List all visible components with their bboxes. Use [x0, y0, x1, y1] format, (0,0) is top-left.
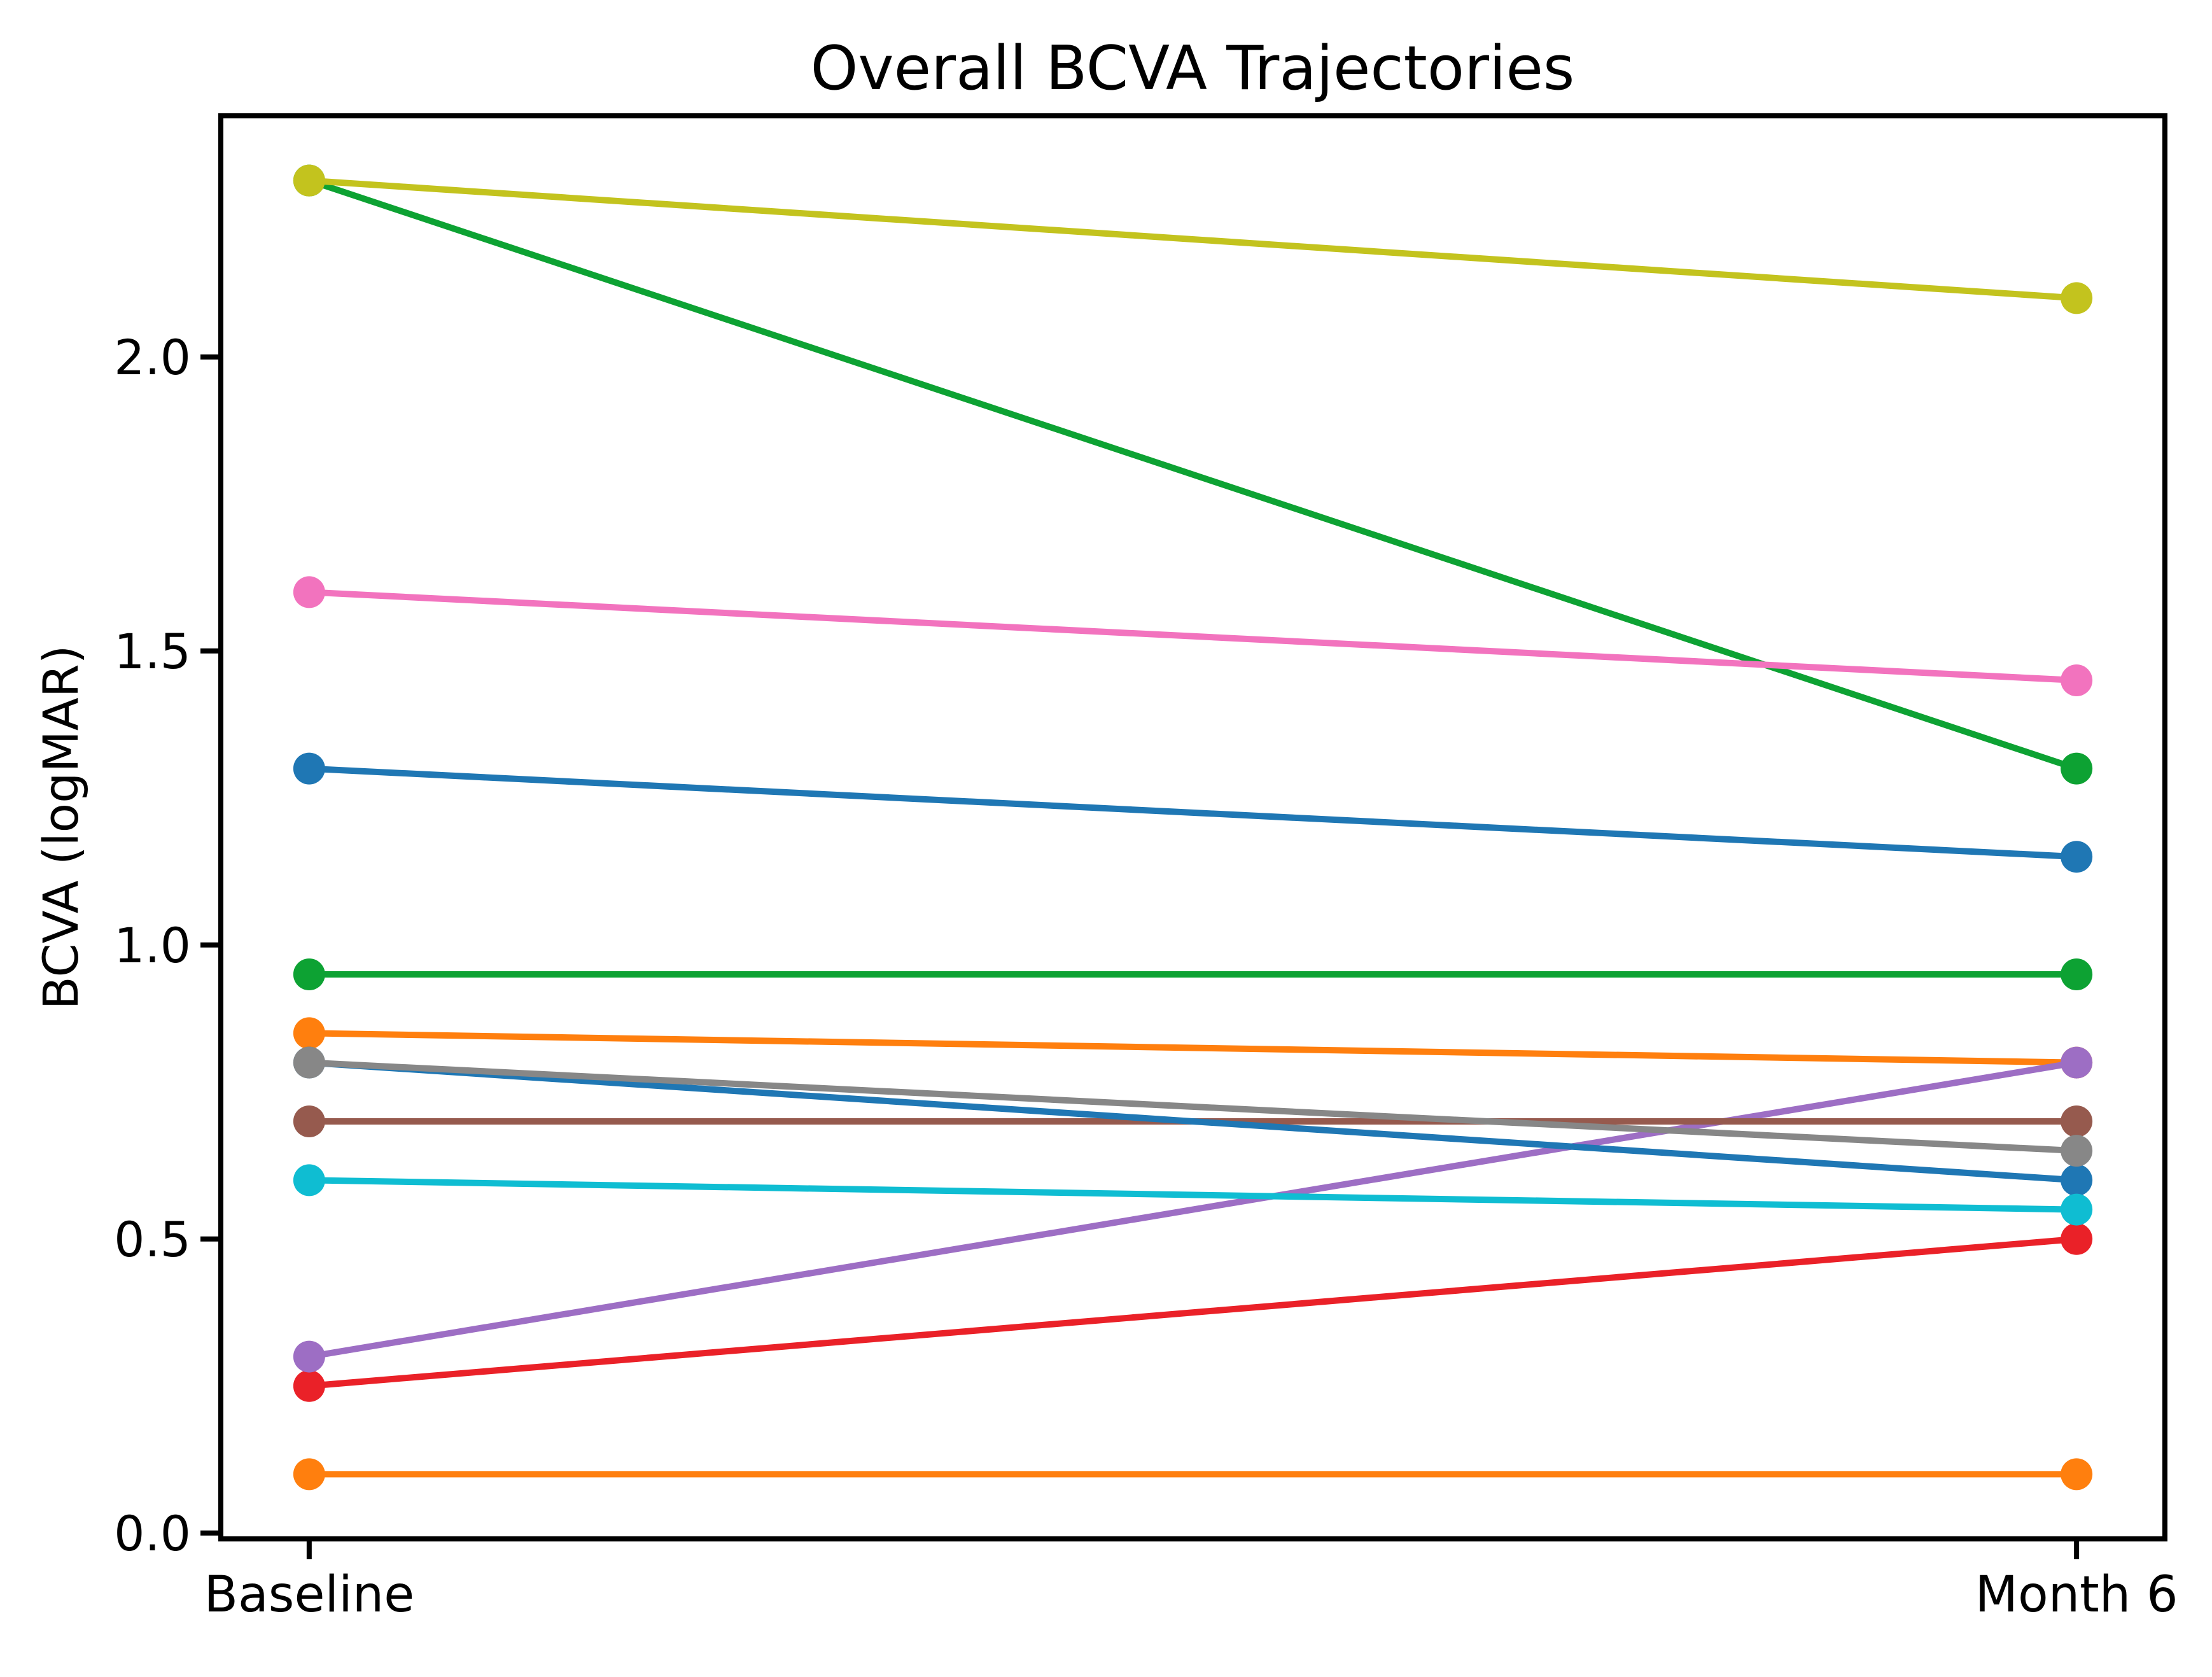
trajectory-marker-trajectory-01-blue: [293, 752, 325, 785]
trajectory-marker-trajectory-12-orange: [2061, 1458, 2093, 1491]
y-tick-label: 1.0: [114, 917, 191, 974]
y-tick-label: 2.0: [114, 329, 191, 386]
trajectory-marker-trajectory-03-green: [2061, 752, 2093, 785]
trajectory-marker-trajectory-02-orange: [293, 1017, 325, 1049]
plot-area: [221, 116, 2165, 1539]
trajectory-line-trajectory-01-blue: [309, 765, 2077, 860]
x-axis-ticks: Baseline Month 6: [204, 1539, 2178, 1624]
trajectory-line-trajectory-09-gray: [309, 1059, 2077, 1154]
trajectory-line-trajectory-10-olive: [309, 177, 2077, 302]
trajectory-marker-trajectory-13-green: [293, 958, 325, 990]
series-layer: [293, 164, 2093, 1491]
trajectory-line-trajectory-07-pink: [309, 589, 2077, 684]
trajectory-marker-trajectory-05-purple: [293, 1340, 325, 1373]
trajectory-marker-trajectory-04-red: [293, 1370, 325, 1402]
chart-title: Overall BCVA Trajectories: [811, 34, 1575, 104]
trajectory-line-trajectory-04-red: [309, 1235, 2077, 1389]
trajectory-marker-trajectory-12-orange: [293, 1458, 325, 1491]
axes-frame: [218, 113, 2167, 1541]
trajectory-marker-trajectory-10-olive: [293, 164, 325, 197]
trajectory-line-trajectory-11-cyan: [309, 1177, 2077, 1213]
trajectory-marker-trajectory-08-blue: [2061, 1164, 2093, 1196]
trajectory-line-trajectory-03-green: [308, 177, 2078, 772]
trajectory-marker-trajectory-10-olive: [2061, 282, 2093, 314]
trajectory-marker-trajectory-07-pink: [293, 576, 325, 608]
y-tick-label: 0.0: [114, 1505, 191, 1562]
trajectory-marker-trajectory-09-gray: [293, 1046, 325, 1079]
y-tick-label: 1.5: [114, 623, 191, 680]
trajectory-marker-trajectory-09-gray: [2061, 1135, 2093, 1167]
trajectory-line-trajectory-08-blue: [309, 1059, 2077, 1184]
trajectory-marker-trajectory-07-pink: [2061, 664, 2093, 697]
trajectory-line-trajectory-02-orange: [309, 1030, 2077, 1066]
x-tick-label: Month 6: [1975, 1566, 2178, 1624]
trajectory-marker-trajectory-01-blue: [2061, 841, 2093, 873]
y-axis-label: BCVA (logMAR): [32, 645, 89, 1010]
x-tick-label: Baseline: [204, 1566, 415, 1624]
trajectory-marker-trajectory-13-green: [2061, 958, 2093, 990]
trajectory-line-trajectory-05-purple: [309, 1059, 2077, 1360]
trajectory-marker-trajectory-11-cyan: [2061, 1193, 2093, 1226]
y-axis-ticks: 0.0 0.5 1.0 1.5 2.0: [114, 329, 221, 1562]
trajectory-marker-trajectory-05-purple: [2061, 1046, 2093, 1079]
trajectory-marker-trajectory-11-cyan: [293, 1164, 325, 1196]
y-tick-label: 0.5: [114, 1211, 191, 1268]
trajectory-marker-trajectory-06-brown: [293, 1105, 325, 1137]
trajectory-marker-trajectory-04-red: [2061, 1223, 2093, 1255]
trajectory-marker-trajectory-06-brown: [2061, 1105, 2093, 1137]
